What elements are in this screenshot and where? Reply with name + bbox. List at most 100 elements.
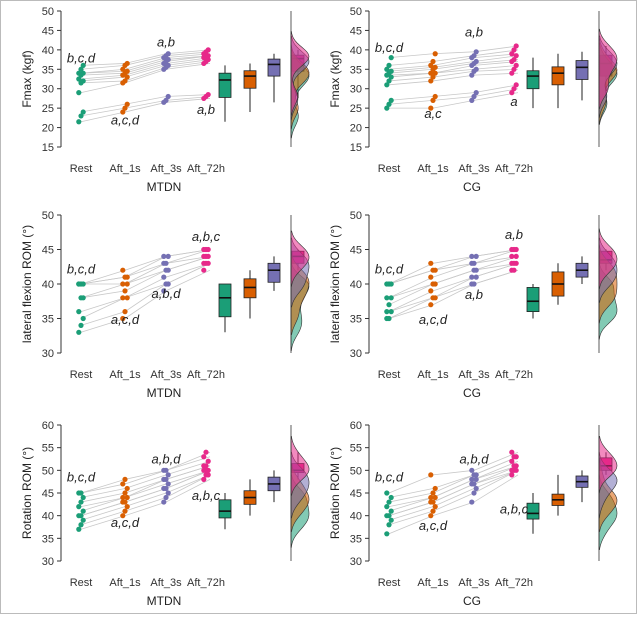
data-point-aft_3s — [473, 472, 479, 478]
data-point-aft_3s — [163, 494, 169, 501]
y-axis-label: Fmax (kgf) — [20, 50, 34, 107]
data-point-aft_1s — [432, 504, 438, 510]
density-aft_72h — [290, 31, 310, 116]
data-point-aft_1s — [124, 281, 130, 287]
subject-line — [388, 269, 519, 319]
y-tick-label: 30 — [350, 556, 362, 568]
data-point-aft_72h — [201, 253, 207, 259]
x-tick-label: Aft_1s — [417, 577, 449, 589]
data-point-rest — [78, 499, 84, 505]
data-point-aft_3s — [469, 97, 475, 103]
data-point-aft_1s — [120, 315, 126, 322]
significance-label: b,c,d — [67, 50, 96, 65]
density-aft_72h — [598, 28, 618, 109]
panel-4: 30 35 40 45 50 55 60 Rotation ROM (°) Rest Aft_1s… — [20, 420, 310, 608]
data-point-rest — [76, 329, 82, 335]
subject-line — [80, 262, 211, 312]
data-point-aft_1s — [428, 288, 434, 294]
data-point-aft_72h — [509, 467, 515, 473]
data-point-aft_3s — [165, 472, 171, 478]
box-rest — [218, 499, 232, 519]
significance-label: a,b — [505, 227, 523, 242]
data-point-rest — [386, 101, 392, 107]
data-point-aft_1s — [120, 481, 126, 487]
data-point-aft_1s — [124, 504, 130, 510]
data-point-aft_1s — [428, 302, 434, 308]
data-point-aft_1s — [428, 105, 434, 111]
subject-line — [80, 479, 211, 530]
subject-line — [388, 72, 519, 86]
data-point-aft_3s — [163, 97, 169, 103]
y-axis-label: Rotation ROM (°) — [328, 447, 342, 539]
x-tick-label: Aft_72h — [495, 163, 533, 175]
box-aft_3s — [575, 60, 589, 80]
subject-line — [80, 474, 211, 521]
data-point-aft_72h — [205, 472, 211, 478]
subject-line — [388, 49, 519, 66]
data-point-aft_3s — [471, 93, 477, 100]
significance-label: a,b,d — [152, 452, 182, 467]
data-point-aft_72h — [205, 246, 211, 253]
data-point-rest — [76, 526, 82, 532]
data-point-aft_3s — [469, 499, 475, 505]
box-aft_3s — [267, 262, 281, 283]
subject-line — [388, 469, 519, 526]
x-tick-label: Aft_1s — [109, 577, 141, 589]
data-point-aft_72h — [513, 53, 519, 59]
data-point-rest — [384, 105, 390, 111]
y-tick-label: 40 — [350, 279, 362, 291]
data-point-aft_72h — [511, 86, 517, 92]
subject-line — [388, 469, 519, 521]
data-point-aft_1s — [122, 78, 128, 84]
subject-line — [80, 249, 211, 285]
y-tick-label: 35 — [350, 64, 362, 76]
data-point-aft_3s — [165, 93, 171, 100]
significance-label: a,c,d — [419, 518, 448, 533]
data-point-aft_72h — [513, 253, 519, 259]
x-tick-label: Aft_1s — [417, 163, 449, 175]
data-point-aft_3s — [161, 253, 167, 259]
y-axis-label: Rotation ROM (°) — [20, 447, 34, 539]
data-point-aft_1s — [120, 281, 126, 287]
data-point-aft_1s — [432, 70, 438, 76]
panel-2: 30 35 40 45 50 lateral flexion ROM (°) Rest Aft… — [20, 210, 310, 400]
data-point-aft_3s — [165, 267, 171, 273]
y-tick-label: 50 — [350, 465, 362, 477]
significance-label: a,b — [465, 287, 483, 302]
subject-line — [80, 456, 211, 494]
subject-line — [388, 456, 519, 503]
subject-line — [388, 68, 519, 82]
subject-line — [388, 451, 519, 494]
subject-line — [80, 96, 211, 117]
data-point-rest — [388, 309, 394, 315]
subject-line — [80, 249, 211, 285]
data-point-aft_1s — [432, 93, 438, 100]
data-point-aft_72h — [205, 56, 211, 63]
significance-label: a,b,d — [460, 452, 490, 467]
data-point-rest — [388, 74, 394, 80]
data-point-aft_3s — [469, 253, 475, 259]
data-point-aft_72h — [205, 458, 211, 464]
data-point-rest — [78, 113, 84, 119]
data-point-aft_3s — [473, 49, 479, 55]
y-tick-label: 30 — [42, 556, 54, 568]
data-point-rest — [80, 78, 86, 84]
subject-line — [80, 61, 211, 84]
significance-label: a — [510, 94, 517, 109]
y-tick-label: 40 — [42, 511, 54, 523]
box-aft_1s — [551, 66, 565, 86]
subject-line — [80, 262, 211, 319]
subject-line — [388, 59, 519, 74]
y-axis-label: lateral flexion ROM (°) — [328, 225, 342, 343]
y-tick-label: 35 — [350, 533, 362, 545]
y-tick-label: 40 — [42, 45, 54, 57]
subject-line — [80, 98, 211, 123]
data-point-aft_72h — [201, 260, 207, 266]
x-axis-label: CG — [463, 386, 481, 400]
x-tick-label: Rest — [70, 163, 93, 175]
significance-label: a,b — [465, 24, 483, 39]
data-point-rest — [78, 66, 84, 72]
data-point-aft_3s — [473, 267, 479, 273]
box-rest — [218, 72, 232, 98]
data-point-rest — [76, 119, 82, 125]
